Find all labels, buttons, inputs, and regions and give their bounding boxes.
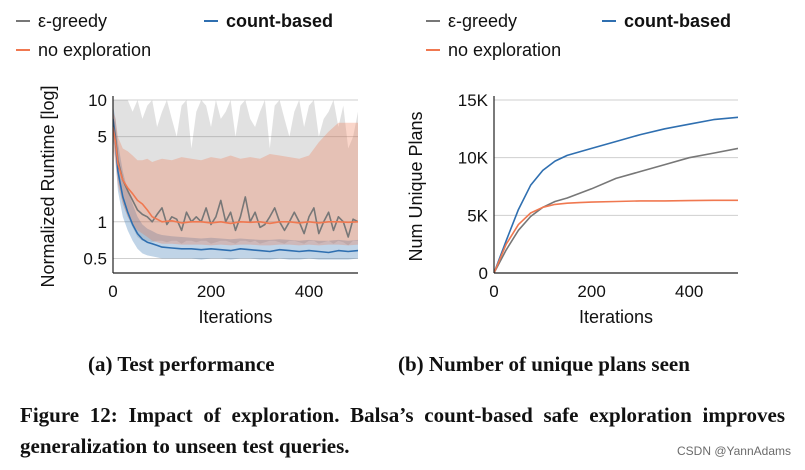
x-tick-label: 200 <box>197 282 225 301</box>
confidence-band-2 <box>113 111 358 246</box>
x-axis-label: Iterations <box>198 307 272 327</box>
plot-area <box>494 116 738 273</box>
x-tick-label: 400 <box>295 282 323 301</box>
y-tick-label: 5 <box>98 128 107 147</box>
confidence-band-0 <box>113 100 358 246</box>
y-tick-label: 1 <box>98 213 107 232</box>
y-axis-label: Num Unique Plans <box>406 111 426 261</box>
x-tick-label: 0 <box>489 282 498 301</box>
x-tick-label: 0 <box>108 282 117 301</box>
y-tick-label: 0 <box>479 264 488 283</box>
subcaption-a: (a) Test performance <box>88 352 275 376</box>
subcaption-b: (b) Number of unique plans seen <box>398 352 690 376</box>
legend-label-0: ε-greedy <box>38 11 107 31</box>
y-axis-label: Normalized Runtime [log] <box>38 85 58 287</box>
series-line-2 <box>494 199 738 273</box>
unique-plans-chart: 0 5K 10K 15K 0 200 400 Iterations Num Unique Pla… <box>406 11 738 327</box>
plot-area <box>113 100 358 260</box>
confidence-band-1 <box>113 105 358 260</box>
legend-label-1: count-based <box>624 11 731 31</box>
x-tick-label: 400 <box>675 282 703 301</box>
figure-caption: Figure 12: Impact of exploration. Balsa’… <box>20 403 785 458</box>
y-tick-label: 10 <box>88 91 107 110</box>
watermark: CSDN @YannAdams <box>677 444 791 458</box>
legend-label-2: no exploration <box>38 40 151 60</box>
x-tick-label: 200 <box>577 282 605 301</box>
series-line-2 <box>113 126 358 225</box>
y-tick-label: 10K <box>458 149 489 168</box>
legend-label-2: no exploration <box>448 40 561 60</box>
series-line-1 <box>113 118 358 254</box>
legend-label-0: ε-greedy <box>448 11 517 31</box>
test-performance-chart: 10 5 1 0.50 200 400 Iterations Normalized Runti… <box>16 11 358 327</box>
y-tick-label: 15K <box>458 91 489 110</box>
panel-unique-plans: 0 5K 10K 15K 0 200 400 Iterations Num Unique Pla… <box>388 0 805 350</box>
series-line-0 <box>113 118 358 238</box>
legend-label-1: count-based <box>226 11 333 31</box>
panel-test-performance: 10 5 1 0.5 0 200 400 Iterations Normalized Runti… <box>0 0 375 350</box>
x-axis-label: Iterations <box>579 307 653 327</box>
series-line-0 <box>494 147 738 273</box>
series-line-1 <box>494 116 738 273</box>
y-tick-label: 0.5 <box>83 249 107 268</box>
y-tick-label: 5K <box>467 206 488 225</box>
